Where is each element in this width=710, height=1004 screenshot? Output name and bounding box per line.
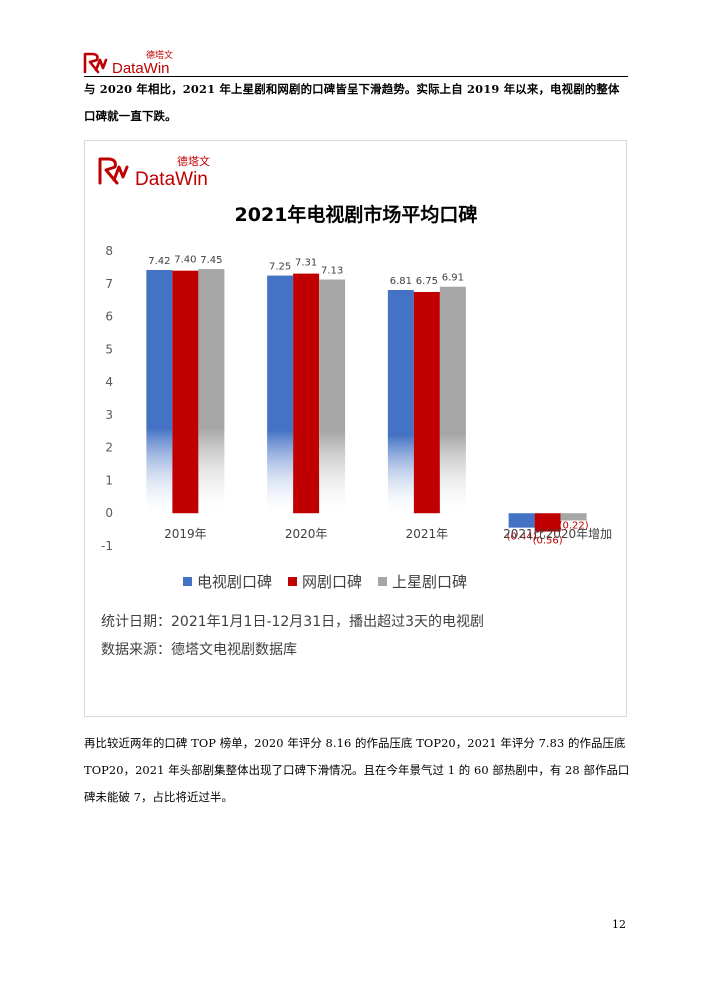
legend-label-1: 电视剧口碑 xyxy=(197,573,272,591)
legend-swatch-3 xyxy=(378,577,387,586)
y-tick-label: 7 xyxy=(105,277,113,291)
data-label-1-4: (0.44) xyxy=(507,532,537,543)
legend-swatch-1 xyxy=(183,577,192,586)
data-label-2-4: (0.56) xyxy=(533,536,563,547)
x-tick-label: 2019年 xyxy=(164,527,207,541)
chart-logo: 德塔文 DataWin xyxy=(98,154,210,190)
data-label-3-4: (0.22) xyxy=(559,520,589,531)
data-label-3-3: 6.91 xyxy=(442,273,464,284)
legend-swatch-2 xyxy=(288,577,297,586)
y-axis: -1 0 1 2 3 4 5 6 7 8 xyxy=(101,244,113,553)
bar-2-1 xyxy=(172,270,199,514)
bar-3-1 xyxy=(198,269,225,514)
chart-logo-cn: 德塔文 xyxy=(177,154,210,168)
x-tick-label: 2020年 xyxy=(285,527,328,541)
legend-label-2: 网剧口碑 xyxy=(302,573,362,591)
y-tick-label: 5 xyxy=(105,342,113,356)
bar-2-3 xyxy=(413,291,440,514)
header-rule xyxy=(84,76,628,77)
logo-mark xyxy=(83,52,108,74)
x-axis: 2019年 2020年 2021年 2021比2020年增加 xyxy=(164,527,612,541)
logo-cn: 德塔文 xyxy=(146,49,173,61)
data-label-3-1: 7.45 xyxy=(200,255,222,266)
bar-1-3 xyxy=(387,290,414,514)
bar-3-2 xyxy=(319,279,346,514)
y-tick-label: -1 xyxy=(101,539,113,553)
x-tick-label: 2021比2020年增加 xyxy=(503,527,612,541)
data-label-1-2: 7.25 xyxy=(269,262,291,273)
data-label-1-1: 7.42 xyxy=(148,256,170,267)
bar-chart: 德塔文 DataWin 2021年电视剧市场平均口碑 -1 0 1 2 3 4 5 6 7 8 7… xyxy=(98,154,612,658)
x-tick-label: 2021年 xyxy=(406,527,449,541)
bar-1-2 xyxy=(267,275,294,514)
chart-title: 2021年电视剧市场平均口碑 xyxy=(235,203,478,226)
note-source: 数据来源：德塔文电视剧数据库 xyxy=(101,642,297,658)
y-tick-label: 6 xyxy=(105,310,113,324)
chart-card: 德塔文 DataWin 2021年电视剧市场平均口碑 -1 0 1 2 3 4 5 6 7 8 7… xyxy=(84,140,627,717)
bar-2-2 xyxy=(293,273,320,514)
logo-en: DataWin xyxy=(112,60,170,76)
note-date: 统计日期：2021年1月1日-12月31日，播出超过3天的电视剧 xyxy=(101,614,484,630)
bar-1-1 xyxy=(146,270,173,514)
bars xyxy=(146,269,587,532)
legend-label-3: 上星剧口碑 xyxy=(392,573,467,591)
data-label-3-2: 7.13 xyxy=(321,266,343,277)
chart-logo-mark xyxy=(98,157,129,185)
data-label-2-3: 6.75 xyxy=(416,276,438,287)
data-labels: 7.42 7.40 7.45 7.25 7.31 7.13 6.81 6.75 6.91 (0.4… xyxy=(148,255,589,547)
y-tick-label: 2 xyxy=(105,441,113,455)
y-tick-label: 8 xyxy=(105,244,113,258)
legend: 电视剧口碑 网剧口碑 上星剧口碑 xyxy=(183,573,467,591)
bar-3-4 xyxy=(560,513,587,521)
y-tick-label: 3 xyxy=(105,408,113,422)
data-label-2-2: 7.31 xyxy=(295,258,317,269)
closing-paragraph: 再比较近两年的口碑 TOP 榜单，2020 年评分 8.16 的作品压底 TOP… xyxy=(84,736,630,804)
datawin-logo: 德塔文 DataWin xyxy=(83,49,173,76)
chart-logo-en: DataWin xyxy=(135,169,208,190)
intro-paragraph: 与 2020 年相比，2021 年上星剧和网剧的口碑皆呈下滑趋势。实际上自 20… xyxy=(84,82,620,123)
y-tick-label: 0 xyxy=(105,506,113,520)
bar-2-4 xyxy=(534,513,561,532)
data-label-2-1: 7.40 xyxy=(174,255,196,266)
bar-3-3 xyxy=(439,286,466,514)
y-tick-label: 4 xyxy=(105,375,113,389)
bar-1-4 xyxy=(508,513,535,528)
page-number: 12 xyxy=(612,918,626,931)
data-label-1-3: 6.81 xyxy=(390,276,412,287)
y-tick-label: 1 xyxy=(105,473,113,487)
